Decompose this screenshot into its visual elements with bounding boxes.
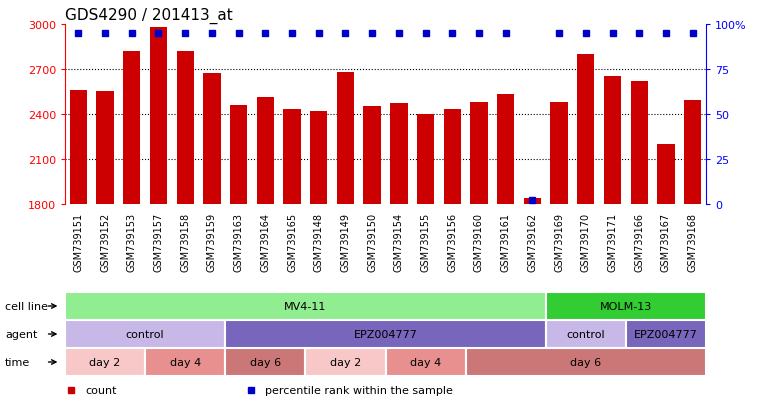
Bar <box>444 110 461 204</box>
Bar <box>256 98 274 204</box>
Bar <box>546 320 626 348</box>
Bar <box>626 320 706 348</box>
Text: day 6: day 6 <box>250 357 281 367</box>
Text: EPZ004777: EPZ004777 <box>354 329 418 339</box>
Bar <box>310 112 327 204</box>
Text: MV4-11: MV4-11 <box>284 301 326 311</box>
Text: control: control <box>126 329 164 339</box>
Text: time: time <box>5 357 30 367</box>
Text: day 2: day 2 <box>330 357 361 367</box>
Bar <box>497 95 514 204</box>
Bar <box>470 103 488 204</box>
Text: count: count <box>85 385 117 395</box>
Bar <box>203 74 221 204</box>
Text: control: control <box>566 329 605 339</box>
Text: MOLM-13: MOLM-13 <box>600 301 652 311</box>
Bar <box>577 55 594 204</box>
Bar <box>684 101 702 204</box>
Bar <box>364 107 380 204</box>
Bar <box>658 145 674 204</box>
Text: cell line: cell line <box>5 301 48 311</box>
Text: day 2: day 2 <box>90 357 121 367</box>
Bar <box>225 320 546 348</box>
Bar <box>70 91 87 204</box>
Text: day 4: day 4 <box>410 357 441 367</box>
Bar <box>386 348 466 376</box>
Bar <box>145 348 225 376</box>
Bar <box>546 292 706 320</box>
Bar <box>337 73 354 204</box>
Bar <box>466 348 706 376</box>
Bar <box>150 28 167 204</box>
Bar <box>65 320 225 348</box>
Bar <box>631 82 648 204</box>
Text: day 4: day 4 <box>170 357 201 367</box>
Bar <box>550 103 568 204</box>
Bar <box>283 110 301 204</box>
Bar <box>305 348 386 376</box>
Bar <box>65 348 145 376</box>
Bar <box>390 104 408 204</box>
Text: percentile rank within the sample: percentile rank within the sample <box>265 385 453 395</box>
Bar <box>123 52 141 204</box>
Bar <box>603 77 621 204</box>
Bar <box>524 199 541 204</box>
Text: agent: agent <box>5 329 37 339</box>
Bar <box>65 292 546 320</box>
Bar <box>177 52 194 204</box>
Bar <box>417 115 435 204</box>
Text: EPZ004777: EPZ004777 <box>634 329 698 339</box>
Bar <box>225 348 305 376</box>
Text: day 6: day 6 <box>570 357 601 367</box>
Bar <box>97 92 113 204</box>
Text: GDS4290 / 201413_at: GDS4290 / 201413_at <box>65 7 233 24</box>
Bar <box>230 106 247 204</box>
